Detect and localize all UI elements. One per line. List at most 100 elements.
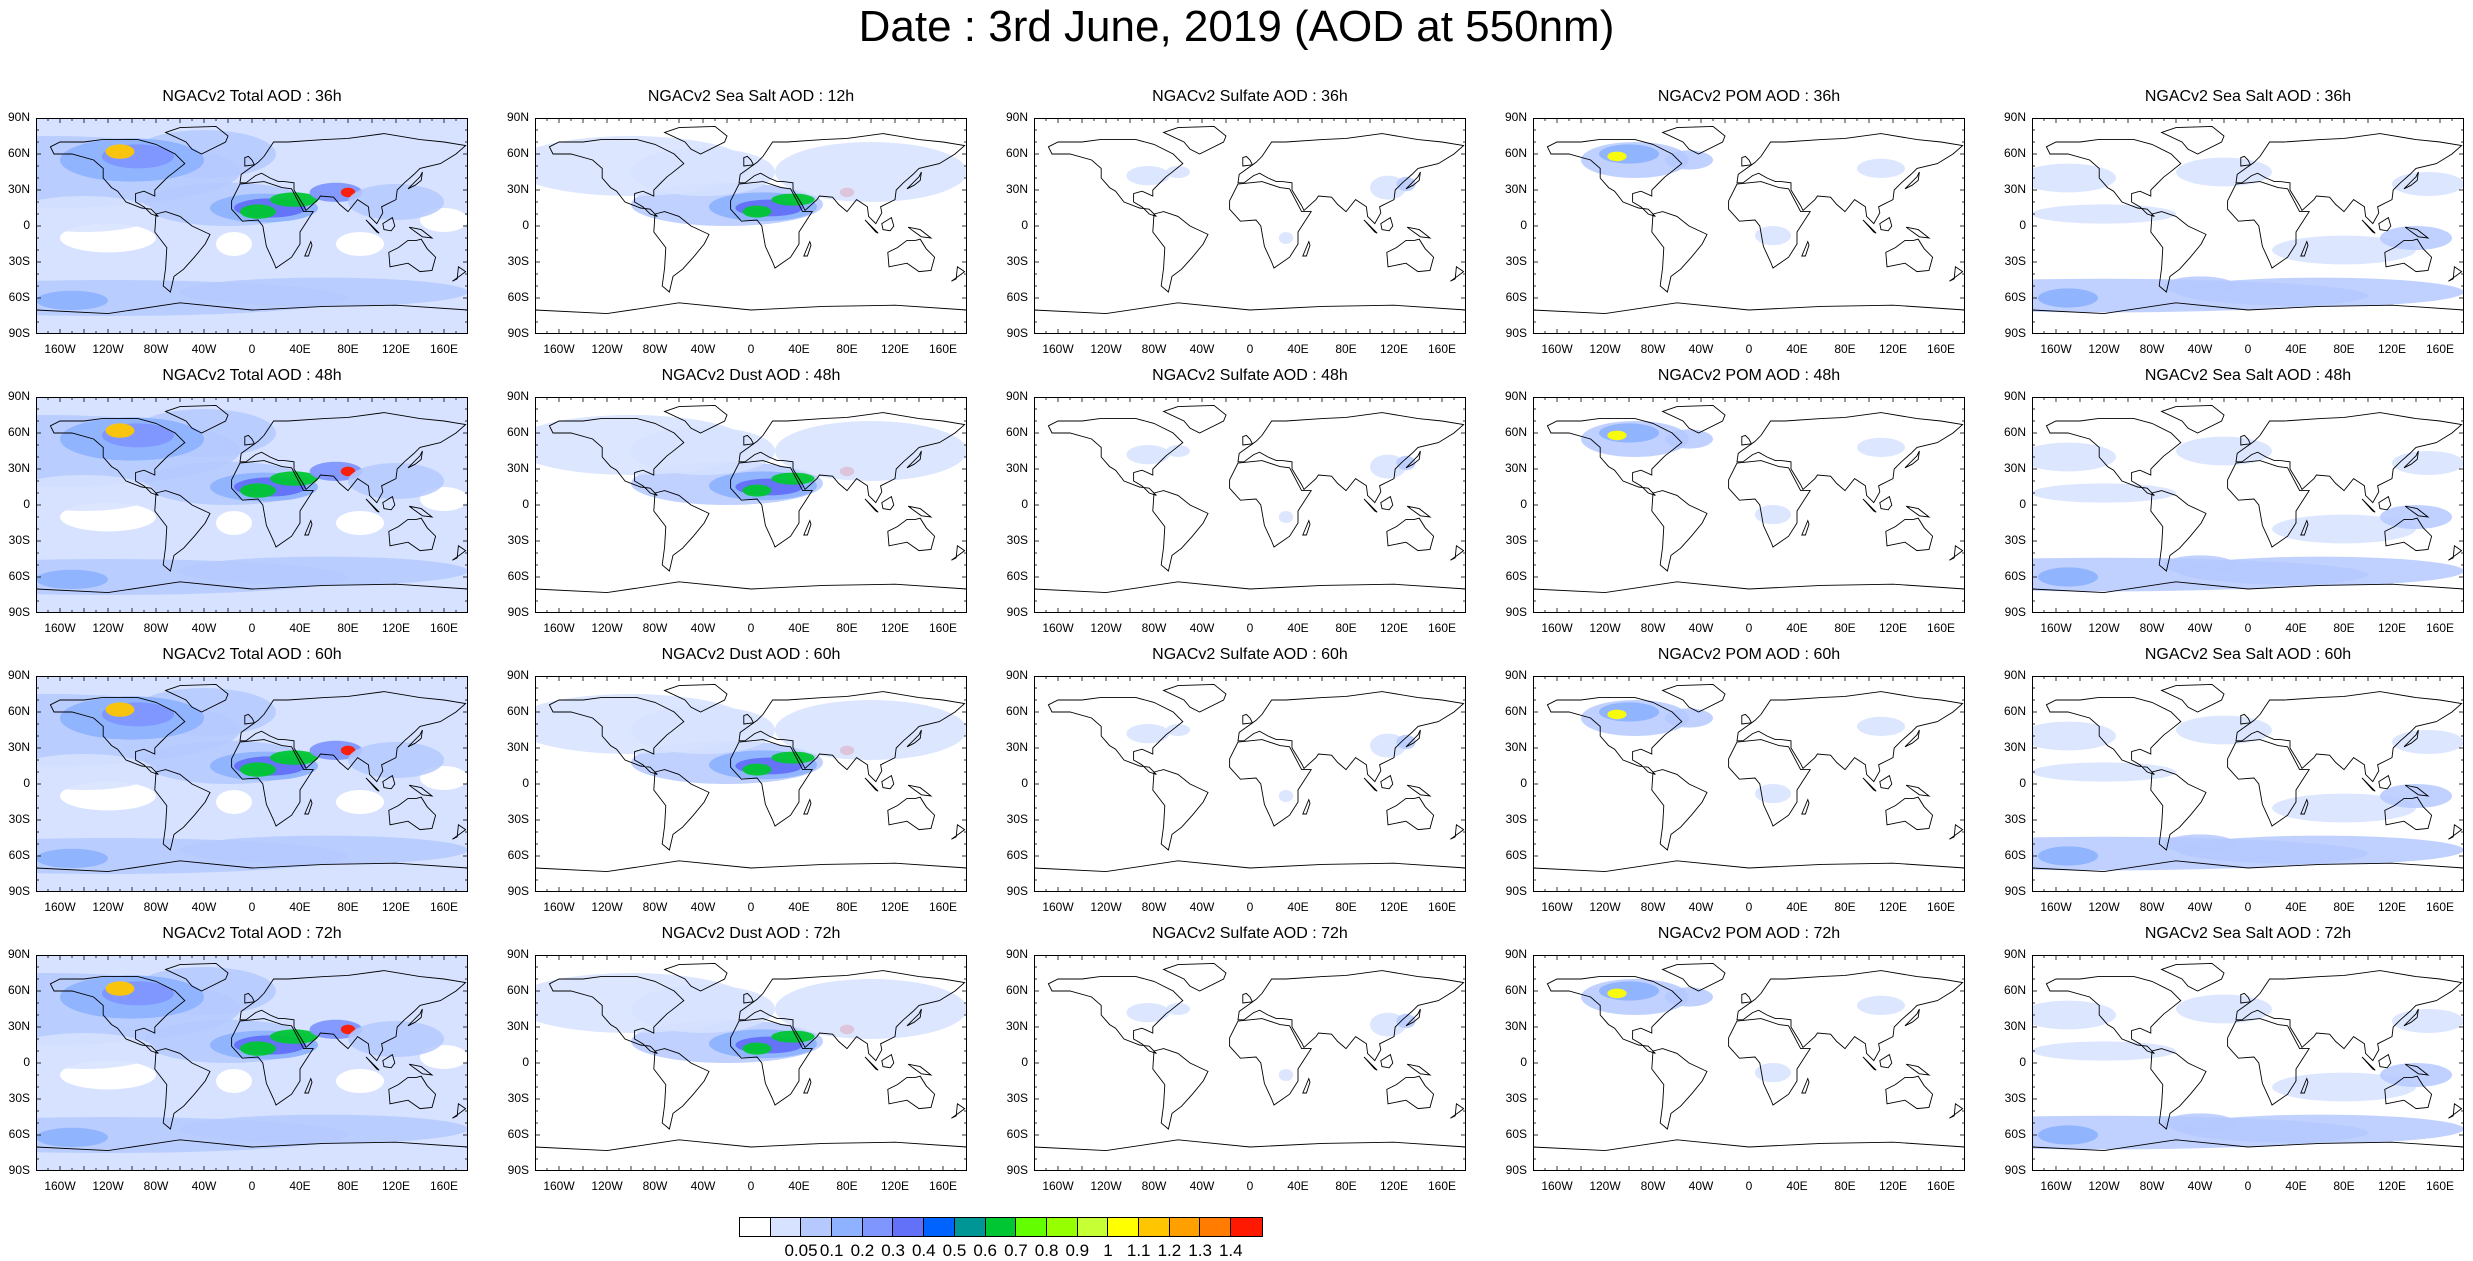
coastline: [1949, 545, 1964, 561]
aod-shading: [771, 751, 815, 764]
coastline: [535, 581, 967, 613]
coastline: [2240, 992, 2252, 1004]
panel-title: NGACv2 POM AOD : 60h: [1657, 646, 1841, 663]
coastline: [2032, 302, 2464, 334]
map-panel: NGACv2 Total AOD : 36h 90N 60N 30N 0 30S 60S 90…: [8, 88, 468, 356]
lon-label: 120W: [1090, 621, 1122, 635]
coastline: [2032, 860, 2464, 892]
coastline: [548, 697, 685, 775]
panel-title: NGACv2 Total AOD : 60h: [162, 646, 342, 663]
coastline: [2448, 266, 2463, 282]
panel-title: NGACv2 Dust AOD : 48h: [661, 367, 841, 384]
lon-label: 0: [1246, 900, 1254, 914]
coastline: [1229, 739, 1313, 827]
lon-label: 40E: [1287, 621, 1309, 635]
coastline: [244, 155, 256, 167]
lon-label: 40E: [2285, 1179, 2307, 1193]
coastline: [365, 777, 380, 792]
aod-map: [1533, 955, 1965, 1171]
aod-map: [1533, 676, 1965, 892]
lat-label: 30S: [8, 1091, 30, 1105]
lon-label: 160W: [2040, 1179, 2072, 1193]
coastline: [1879, 495, 1893, 511]
lat-label: 30N: [7, 461, 30, 475]
aod-shading: [2380, 505, 2452, 529]
coastline: [1152, 1048, 1209, 1130]
lon-label: 160W: [44, 900, 76, 914]
lon-label: 40E: [788, 900, 810, 914]
coastline: [1237, 412, 1465, 504]
colorbar-label: 1: [1103, 1241, 1113, 1260]
colorbar-label: 1.1: [1126, 1241, 1151, 1260]
lon-label: 40W: [2187, 342, 2213, 356]
lon-label: 0: [1745, 1179, 1753, 1193]
aod-shading: [270, 1029, 318, 1044]
map-panel: NGACv2 Sea Salt AOD : 36h 90N 60N 30N 0 30S 60…: [2004, 88, 2464, 356]
map-frame: [36, 397, 468, 613]
aod-shading: [1599, 981, 1659, 1001]
coastline: [2448, 1103, 2463, 1119]
coastline: [1661, 683, 1726, 713]
lon-label: 0: [1246, 1179, 1254, 1193]
coastline: [1862, 1056, 1877, 1071]
coastline: [951, 824, 966, 840]
lat-label: 60N: [1005, 146, 1028, 160]
aod-shading: [775, 700, 967, 760]
lat-label: 0: [1520, 218, 1527, 232]
lat-label: 90N: [506, 389, 529, 403]
coastline: [730, 460, 814, 548]
aod-shading: [771, 1030, 815, 1043]
lon-label: 160E: [928, 621, 958, 635]
lat-label: 30S: [507, 812, 529, 826]
coastline: [244, 713, 256, 725]
lat-label: 90N: [1005, 389, 1028, 403]
aod-shading: [2038, 1125, 2098, 1145]
lat-label: 60N: [2003, 425, 2026, 439]
coastline: [1302, 1077, 1311, 1094]
lat-label: 60N: [1504, 983, 1527, 997]
lon-label: 40E: [1287, 342, 1309, 356]
aod-shading: [105, 702, 135, 717]
map-frame: [36, 676, 468, 892]
lon-label: 80W: [143, 621, 169, 635]
coastline: [1229, 1018, 1313, 1106]
lon-label: 40E: [289, 900, 311, 914]
lon-label: 40W: [1189, 900, 1215, 914]
lon-label: 0: [1745, 342, 1753, 356]
coastline: [2032, 581, 2464, 613]
lat-label: 60S: [2004, 569, 2026, 583]
coastline: [1801, 798, 1810, 815]
coastline: [2404, 226, 2430, 239]
lon-label: 160W: [1042, 621, 1074, 635]
lat-label: 30N: [1504, 182, 1527, 196]
coastline: [864, 498, 879, 513]
lat-label: 60S: [8, 290, 30, 304]
panel-title: NGACv2 POM AOD : 72h: [1657, 925, 1841, 942]
aod-shading: [2164, 555, 2236, 575]
aod-shading: [1755, 784, 1791, 804]
coastline: [382, 774, 396, 790]
coastline: [1047, 139, 1184, 217]
lat-label: 0: [522, 1055, 529, 1069]
lon-label: 160W: [1042, 900, 1074, 914]
lon-label: 160E: [429, 900, 459, 914]
aod-shading: [36, 1033, 156, 1069]
coastline: [1885, 238, 1934, 273]
coastline: [1386, 796, 1435, 831]
aod-shading: [2176, 277, 2464, 307]
lat-label: 30S: [507, 1091, 529, 1105]
coastline: [407, 1008, 423, 1027]
coastline: [1904, 1008, 1920, 1027]
coastline: [2045, 697, 2182, 775]
lon-label: 40E: [1786, 621, 1808, 635]
coastline: [1904, 450, 1920, 469]
aod-shading: [2272, 235, 2416, 265]
coastline: [1904, 171, 1920, 190]
aod-shading: [348, 463, 444, 499]
lon-label: 120E: [1878, 1179, 1908, 1193]
panel-title: NGACv2 Total AOD : 36h: [162, 88, 342, 105]
lat-label: 60S: [8, 848, 30, 862]
lon-label: 120E: [880, 621, 910, 635]
lat-label: 30N: [2003, 1019, 2026, 1033]
coastline: [365, 1056, 380, 1071]
